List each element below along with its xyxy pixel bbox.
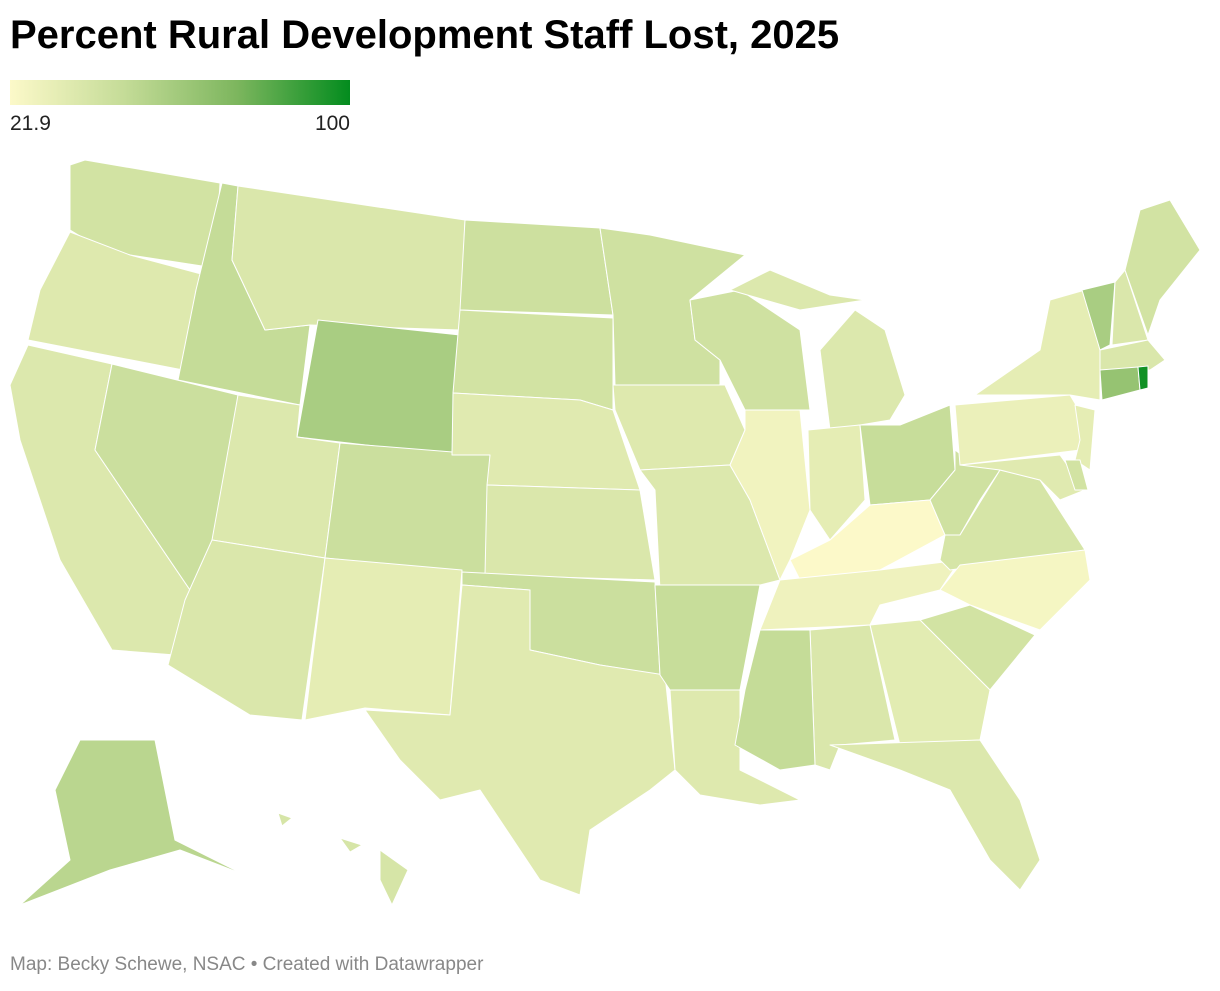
region xyxy=(1124,199,1201,336)
region xyxy=(1099,339,1166,371)
source-note: Map: Becky Schewe, NSAC • Created with D… xyxy=(10,954,484,975)
region xyxy=(829,739,1041,891)
region xyxy=(19,739,246,906)
region xyxy=(759,559,961,631)
region xyxy=(959,454,1086,501)
region xyxy=(939,549,1091,631)
region xyxy=(1099,366,1141,401)
region xyxy=(304,557,463,721)
legend-bar xyxy=(10,80,350,105)
region xyxy=(669,689,801,806)
region xyxy=(1137,365,1149,391)
region xyxy=(654,584,761,691)
map-title: Percent Rural Development Staff Lost, 20… xyxy=(10,13,839,57)
legend-max: 100 xyxy=(315,112,350,135)
region xyxy=(1081,281,1116,351)
region xyxy=(1064,459,1089,491)
region xyxy=(939,469,1086,571)
region xyxy=(231,185,466,331)
region xyxy=(612,384,746,471)
region xyxy=(324,442,491,576)
region xyxy=(954,394,1086,466)
region xyxy=(277,812,409,906)
region xyxy=(296,319,461,456)
region xyxy=(459,219,614,316)
region xyxy=(364,584,676,896)
region xyxy=(484,484,656,581)
legend-min: 21.9 xyxy=(10,112,51,135)
region xyxy=(869,619,991,746)
region xyxy=(974,289,1101,401)
region xyxy=(734,629,816,771)
region xyxy=(1074,404,1096,471)
region xyxy=(807,424,866,541)
